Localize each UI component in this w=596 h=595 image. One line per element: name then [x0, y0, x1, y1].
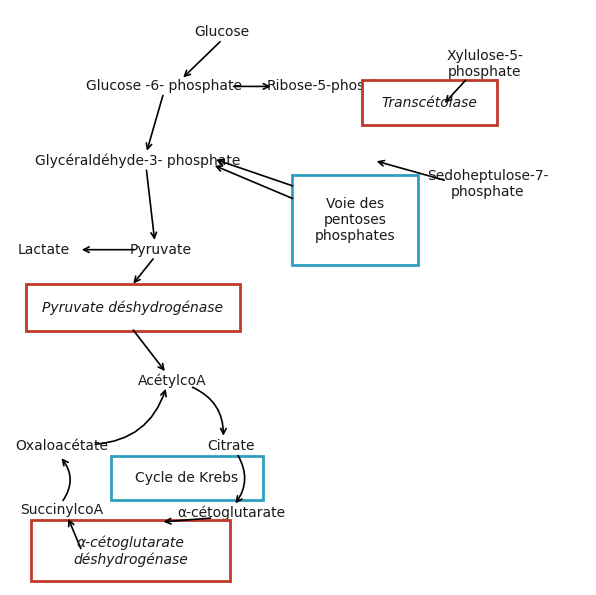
FancyBboxPatch shape	[26, 284, 240, 331]
Text: Lactate: Lactate	[18, 243, 70, 256]
Text: Glucose -6- phosphate: Glucose -6- phosphate	[86, 79, 241, 93]
Text: Xylulose-5-
phosphate: Xylulose-5- phosphate	[446, 49, 523, 79]
Text: α-cétoglutarate: α-cétoglutarate	[177, 506, 285, 521]
Text: Transcétolase: Transcétolase	[381, 96, 477, 109]
Text: Glucose: Glucose	[194, 25, 250, 39]
FancyBboxPatch shape	[31, 520, 229, 581]
Text: Oxaloacétate: Oxaloacétate	[15, 439, 108, 453]
Text: Pyruvate déshydrogénase: Pyruvate déshydrogénase	[42, 300, 224, 315]
Text: Citrate: Citrate	[207, 439, 254, 453]
Text: Voie des
pentoses
phosphates: Voie des pentoses phosphates	[315, 197, 395, 243]
Text: Glycéraldéhyde-3- phosphate: Glycéraldéhyde-3- phosphate	[35, 154, 240, 168]
Text: Pyruvate: Pyruvate	[130, 243, 192, 256]
Text: Ribose-5-phosphate: Ribose-5-phosphate	[267, 79, 405, 93]
Text: SuccinylcoA: SuccinylcoA	[20, 503, 103, 517]
FancyBboxPatch shape	[111, 456, 263, 500]
Text: Sedoheptulose-7-
phosphate: Sedoheptulose-7- phosphate	[427, 169, 548, 199]
FancyBboxPatch shape	[362, 80, 496, 126]
FancyBboxPatch shape	[292, 175, 418, 265]
Text: α-cétoglutarate
déshydrogénase: α-cétoglutarate déshydrogénase	[73, 536, 188, 566]
Text: Cycle de Krebs: Cycle de Krebs	[135, 471, 238, 485]
Text: AcétylcoA: AcétylcoA	[138, 373, 207, 387]
